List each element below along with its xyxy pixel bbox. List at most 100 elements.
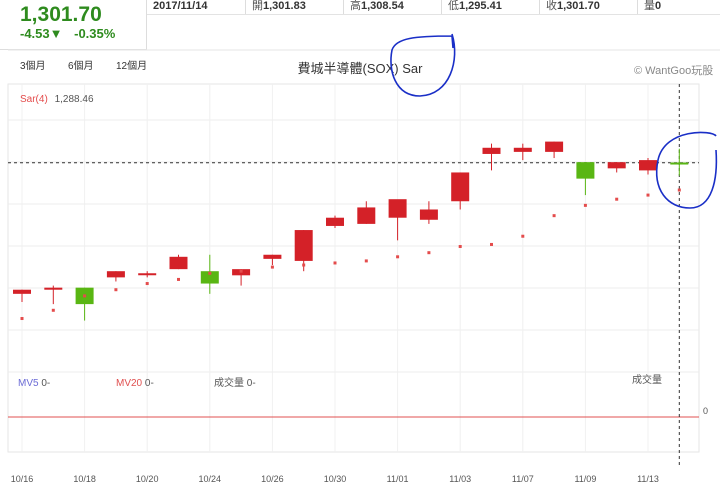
candle-body (13, 289, 31, 294)
sar-point (521, 234, 525, 238)
candle (576, 162, 595, 196)
low-stat: 低1,295.41 (441, 0, 502, 14)
high-label: 高 (350, 0, 361, 12)
x-tick-label: 11/13 (637, 474, 659, 484)
candle (326, 215, 344, 228)
sar-point (490, 242, 493, 246)
x-tick-label: 10/30 (324, 474, 347, 484)
change-percent: -0.35% (74, 26, 116, 41)
candle (75, 287, 94, 321)
mv20-legend: MV20 0- (116, 378, 154, 389)
candle (138, 271, 157, 278)
candle (106, 271, 125, 282)
sar-point (114, 288, 118, 292)
candle-body (388, 199, 407, 218)
open-value: 1,301.83 (263, 0, 306, 12)
sar-point (333, 261, 337, 265)
candle-body (607, 162, 626, 169)
open-label: 開 (252, 0, 263, 12)
mv5-label: MV5 (18, 378, 39, 389)
volume-legend-value: 0- (247, 378, 256, 389)
close-value: 1,301.70 (557, 0, 600, 12)
annotation-circle-title (390, 33, 456, 97)
x-tick-label: 10/26 (261, 474, 284, 484)
sar-point (552, 214, 556, 218)
x-tick-label: 10/24 (199, 474, 222, 484)
sar-point (458, 245, 462, 249)
x-tick-label: 11/07 (512, 474, 534, 484)
sar-point (20, 317, 24, 321)
candle-body (545, 141, 564, 152)
candle (388, 199, 407, 241)
candle-body (482, 147, 501, 154)
change-value: -4.53▼ (20, 26, 63, 41)
candle-body (639, 160, 657, 171)
volume-value: 0 (655, 0, 662, 12)
candle-body (294, 230, 313, 261)
sar-point (677, 188, 681, 192)
candle-body (513, 147, 532, 152)
candle (639, 158, 657, 175)
candle-body (326, 217, 344, 226)
x-tick-label: 10/18 (73, 474, 96, 484)
last-price: 1,301.70 (20, 3, 102, 26)
annotations (390, 33, 718, 209)
sar-point (302, 263, 306, 267)
candle (482, 143, 501, 171)
period-12m-button[interactable]: 12個月 (116, 61, 148, 72)
stats-row: 2017/11/14 開1,301.83 高1,308.54 低1,295.41… (147, 0, 720, 15)
sar-point (208, 271, 212, 275)
volume-zero-label: 0 (703, 406, 708, 416)
candle (545, 141, 564, 159)
candle-body (200, 271, 219, 284)
sar-point (145, 282, 149, 286)
high-value: 1,308.54 (361, 0, 404, 12)
low-value: 1,295.41 (459, 0, 502, 12)
sar-point (364, 259, 368, 263)
sar-point (427, 251, 431, 255)
x-tick-label: 10/16 (11, 474, 34, 484)
sar-point (239, 269, 243, 273)
candle (419, 201, 438, 224)
sar-point (51, 308, 55, 312)
period-3m-button[interactable]: 3個月 (20, 61, 46, 72)
quote-box: 1,301.70 -4.53▼ -0.35% (0, 0, 147, 50)
period-6m-button[interactable]: 6個月 (68, 61, 94, 72)
candle (13, 289, 31, 303)
x-tick-label: 11/01 (387, 474, 409, 484)
sar-point (615, 197, 619, 201)
chart-labels: Sar(4) 1,288.46 MV5 0- MV20 0- 成交量 0- 成交… (18, 94, 708, 416)
x-tick-label: 10/20 (136, 474, 159, 484)
candle (451, 172, 470, 210)
sar-point (583, 203, 587, 207)
price-change: -4.53▼ -0.35% (20, 26, 123, 41)
trade-date: 2017/11/14 (153, 0, 208, 12)
sar-label: Sar(4) (20, 94, 48, 105)
sar-legend: Sar(4) 1,288.46 (20, 94, 94, 105)
x-tick-label: 11/03 (449, 474, 471, 484)
high-stat: 高1,308.54 (343, 0, 404, 14)
sar-point (83, 294, 87, 298)
candle-body (44, 287, 63, 290)
candle (607, 162, 626, 173)
volume-label: 量 (644, 0, 655, 12)
candle (263, 254, 282, 266)
volume-axis-title: 成交量 (632, 373, 662, 386)
volume-legend: 成交量 0- (214, 376, 256, 389)
candle-body (106, 271, 125, 278)
mv5-legend: MV5 0- (18, 378, 50, 389)
low-label: 低 (448, 0, 459, 12)
sar-point (270, 265, 274, 269)
candle-body (670, 162, 689, 165)
candle-body (451, 172, 470, 202)
open-stat: 開1,301.83 (245, 0, 306, 14)
close-stat: 收1,301.70 (539, 0, 600, 14)
volume-stat: 量0 (637, 0, 661, 14)
candle-body (138, 273, 157, 276)
candle (44, 285, 63, 305)
mv20-label: MV20 (116, 378, 143, 389)
sar-point (646, 193, 650, 197)
sar-point (396, 255, 400, 259)
candle (357, 201, 376, 224)
